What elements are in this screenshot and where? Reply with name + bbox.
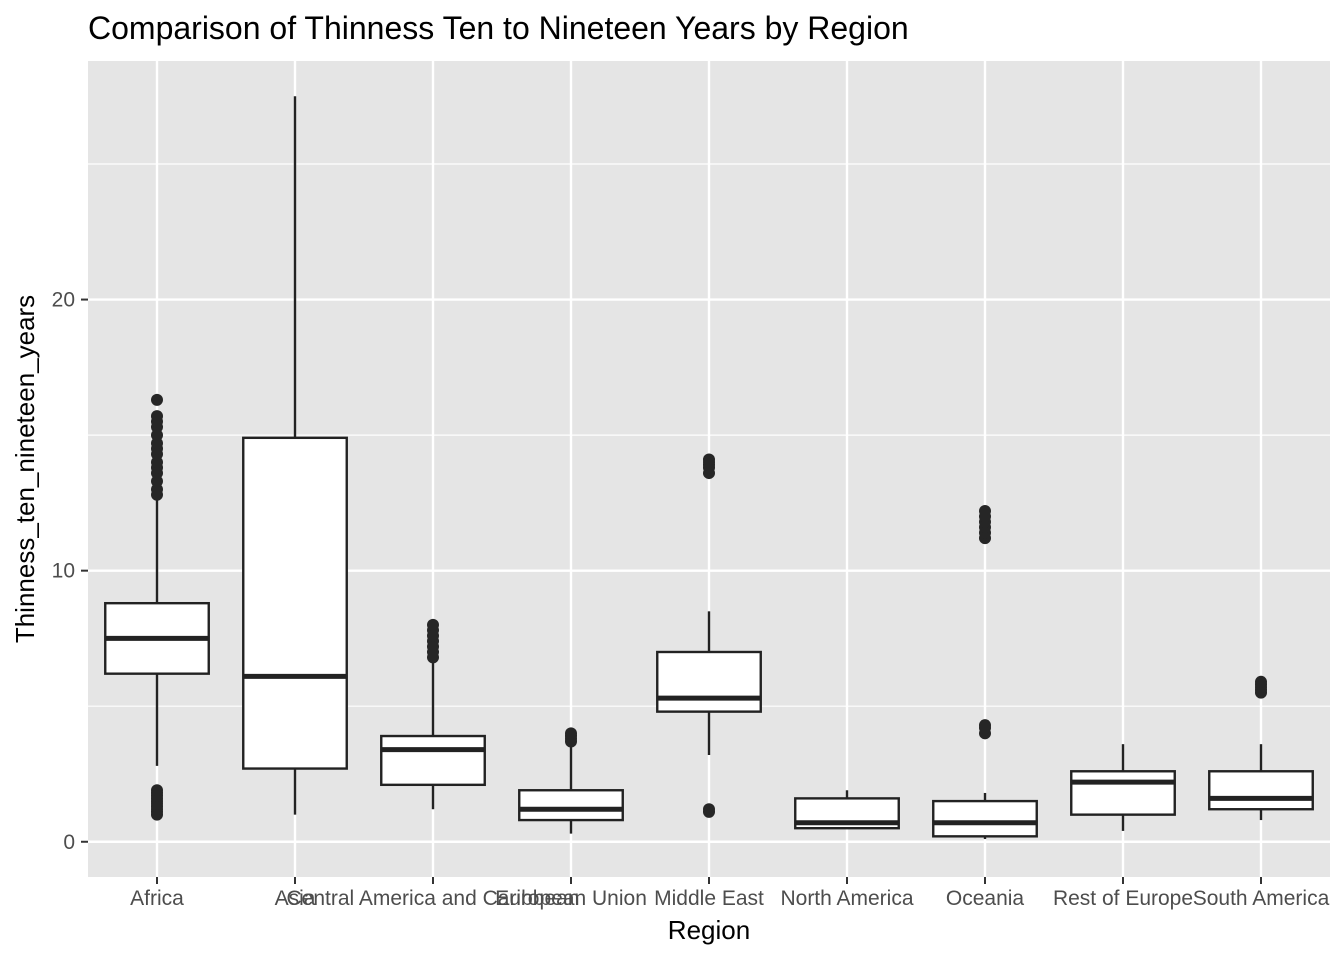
box-iqr	[380, 734, 486, 787]
box-group	[104, 96, 1314, 840]
chart-title: Comparison of Thinness Ten to Nineteen Y…	[88, 10, 909, 46]
box-iqr	[932, 799, 1038, 838]
x-tick-label: Rest of Europe	[1053, 887, 1193, 910]
box-north-america	[794, 790, 900, 830]
x-tick-label: European Union	[495, 887, 647, 910]
box-middle-east	[656, 453, 762, 818]
box-iqr	[242, 436, 348, 770]
x-tick-label: Asia	[275, 887, 316, 910]
x-tick-label: North America	[780, 887, 913, 910]
outlier-point	[565, 727, 577, 740]
outlier-point	[703, 453, 715, 466]
outlier-point	[703, 803, 715, 816]
outlier-point	[427, 618, 439, 631]
box-africa	[104, 393, 210, 821]
y-tick-label: 20	[52, 289, 75, 312]
x-tick-label: South America	[1193, 887, 1330, 910]
y-tick-label: 10	[52, 560, 75, 583]
x-tick-label: Central America and Caribbean	[287, 887, 580, 910]
box-asia	[242, 96, 348, 815]
x-tick-label: Oceania	[946, 887, 1025, 910]
box-central-america-and-caribbean	[380, 618, 486, 810]
box-iqr	[1208, 770, 1314, 811]
box-european-union	[518, 727, 624, 834]
box-iqr	[656, 650, 762, 713]
outlier-point	[151, 784, 163, 797]
x-axis-title: Region	[668, 915, 750, 945]
outlier-point	[151, 410, 163, 423]
box-iqr	[518, 789, 624, 822]
outlier-point	[1255, 675, 1267, 688]
outlier-point	[151, 393, 163, 406]
y-tick-label: 0	[63, 831, 75, 854]
box-south-america	[1208, 675, 1314, 821]
outlier-point	[979, 719, 991, 732]
box-rest-of-europe	[1070, 744, 1176, 831]
y-axis-title: Thinness_ten_nineteen_years	[10, 295, 40, 643]
x-tick-label: Middle East	[654, 887, 764, 910]
outlier-point	[979, 505, 991, 518]
x-tick-label: Africa	[130, 887, 184, 910]
box-oceania	[932, 505, 1038, 840]
box-iqr	[1070, 770, 1176, 816]
y-axis: 0 10 20	[52, 289, 88, 854]
